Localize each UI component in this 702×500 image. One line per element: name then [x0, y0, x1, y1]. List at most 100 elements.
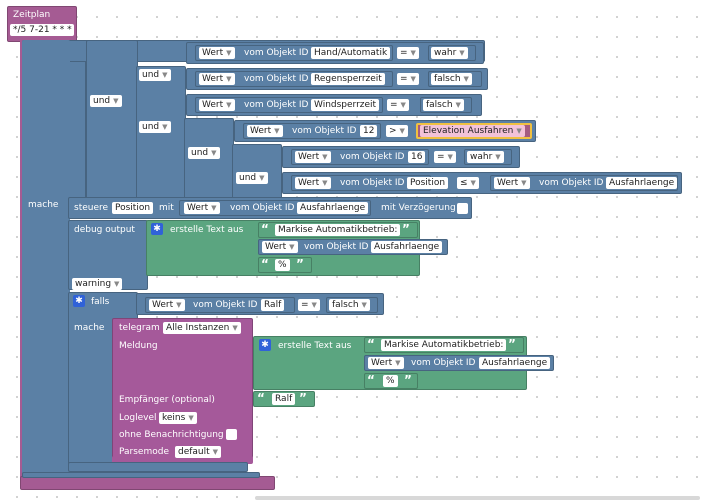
value-prop-dropdown[interactable]: Wert ▼ — [199, 47, 235, 59]
quote-close-icon: ” — [296, 257, 304, 271]
silent-checkbox[interactable] — [226, 429, 237, 440]
object-id-field[interactable]: 12 — [360, 125, 378, 137]
value-prop-dropdown[interactable]: Wert ▼ — [199, 73, 235, 85]
object-id-label: vom Objekt ID — [244, 100, 309, 110]
schedule-footer — [20, 476, 275, 490]
control-mit-label: mit — [159, 203, 174, 213]
and-block-outer[interactable] — [86, 40, 138, 200]
loglevel-dropdown[interactable]: keins ▼ — [159, 412, 197, 424]
object-id-label: vom Objekt ID — [230, 203, 295, 213]
silent-label: ohne Benachrichtigung — [119, 430, 224, 440]
object-id-field[interactable]: Hand/Automatik — [311, 47, 391, 59]
logic-value-dropdown[interactable]: falsch ▼ — [423, 99, 464, 111]
compare-operator[interactable]: > ▼ — [386, 125, 408, 137]
parsemode-dropdown[interactable]: default ▼ — [175, 446, 222, 458]
object-id-field[interactable]: Ausfahrlaenge — [606, 177, 678, 189]
compare-operator[interactable]: = ▼ — [298, 299, 320, 311]
text-literal-field[interactable]: Markise Automatikbetrieb: — [275, 224, 401, 236]
value-prop-dropdown[interactable]: Wert ▼ — [295, 177, 331, 189]
parsemode-label: Parsemode — [119, 447, 169, 457]
quote-open-icon: “ — [261, 257, 269, 271]
cron-field[interactable]: */5 7-21 * * * — [10, 24, 74, 36]
if2-mache-label: mache — [74, 323, 105, 333]
compare-operator[interactable]: = ▼ — [397, 73, 419, 85]
compare-operator[interactable]: ≤ ▼ — [457, 177, 479, 189]
recipient-label: Empfänger (optional) — [119, 395, 215, 405]
quote-open-icon: “ — [261, 222, 269, 236]
logic-value-dropdown[interactable]: falsch ▼ — [431, 73, 472, 85]
object-id-field[interactable]: 16 — [408, 151, 426, 163]
telegram-label: telegram — [119, 323, 160, 333]
if-block-1-footer — [22, 472, 260, 478]
object-id-label: vom Objekt ID — [304, 242, 369, 252]
text-literal-field[interactable]: % — [275, 259, 290, 271]
object-id-label: vom Objekt ID — [539, 178, 604, 188]
object-id-field[interactable]: Position — [407, 177, 449, 189]
variable-dropdown[interactable]: Elevation Ausfahren ▼ — [420, 125, 525, 137]
quote-open-icon: “ — [367, 337, 375, 351]
loglevel-label: Loglevel — [119, 413, 157, 423]
quote-close-icon: ” — [404, 373, 412, 387]
horizontal-scrollbar[interactable] — [255, 496, 700, 500]
object-id-label: vom Objekt ID — [411, 358, 476, 368]
debug-label: debug output — [74, 225, 135, 235]
logic-value-dropdown[interactable]: wahr ▼ — [467, 151, 504, 163]
delay-label: mit Verzögerung — [381, 203, 456, 213]
gear-icon[interactable]: ✱ — [151, 223, 163, 235]
gear-icon[interactable]: ✱ — [73, 295, 85, 307]
telegram-message-label: Meldung — [119, 341, 158, 351]
and-dropdown-2[interactable]: und ▼ — [139, 69, 171, 81]
value-prop-dropdown[interactable]: Wert ▼ — [247, 125, 283, 137]
control-steuere-label: steuere — [74, 203, 109, 213]
compare-operator[interactable]: = ▼ — [434, 151, 456, 163]
telegram-foot — [112, 456, 253, 464]
create-text-label: erstelle Text aus — [170, 225, 244, 235]
and-dropdown-4[interactable]: und ▼ — [188, 147, 220, 159]
text-literal-field[interactable]: % — [383, 375, 398, 387]
recipient-field[interactable]: Ralf — [272, 393, 296, 405]
value-prop-dropdown[interactable]: Wert ▼ — [262, 241, 298, 253]
schedule-label: Zeitplan — [13, 10, 51, 20]
and-block-4[interactable] — [184, 118, 234, 200]
if2-falls-label: falls — [91, 297, 110, 307]
value-prop-dropdown[interactable]: Wert ▼ — [494, 177, 530, 189]
create-text-label: erstelle Text aus — [278, 341, 352, 351]
object-id-label: vom Objekt ID — [340, 178, 405, 188]
object-id-field[interactable]: Windsperrzeit — [311, 99, 380, 111]
quote-open-icon: “ — [257, 391, 265, 405]
and-dropdown-outer[interactable]: und ▼ — [90, 95, 122, 107]
debug-level-dropdown[interactable]: warning ▼ — [72, 278, 123, 290]
if-block-2-footer — [68, 462, 248, 472]
logic-value-dropdown[interactable]: wahr ▼ — [431, 47, 468, 59]
and-dropdown-3[interactable]: und ▼ — [139, 121, 171, 133]
object-id-label: vom Objekt ID — [244, 74, 309, 84]
object-id-field[interactable]: Ausfahrlaenge — [371, 241, 443, 253]
gear-icon[interactable]: ✱ — [259, 339, 271, 351]
logic-value-dropdown[interactable]: falsch ▼ — [329, 299, 370, 311]
value-prop-dropdown[interactable]: Wert ▼ — [184, 202, 220, 214]
compare-operator[interactable]: = ▼ — [397, 47, 419, 59]
compare-operator[interactable]: = ▼ — [387, 99, 409, 111]
if-mache-label: mache — [28, 200, 59, 210]
object-id-label: vom Objekt ID — [340, 152, 405, 162]
control-target-field[interactable]: Position — [112, 202, 154, 214]
quote-close-icon: ” — [508, 337, 516, 351]
value-prop-dropdown[interactable]: Wert ▼ — [368, 357, 404, 369]
object-id-field[interactable]: Regensperrzeit — [311, 73, 385, 85]
object-id-label: vom Objekt ID — [292, 126, 357, 136]
quote-close-icon: ” — [299, 391, 307, 405]
text-literal-field[interactable]: Markise Automatikbetrieb: — [381, 339, 507, 351]
quote-open-icon: “ — [367, 373, 375, 387]
quote-close-icon: ” — [402, 222, 410, 236]
object-id-field[interactable]: Ralf — [261, 299, 285, 311]
and-dropdown-5[interactable]: und ▼ — [236, 172, 268, 184]
telegram-instance-dropdown[interactable]: Alle Instanzen ▼ — [163, 322, 241, 334]
value-prop-dropdown[interactable]: Wert ▼ — [199, 99, 235, 111]
and-block-2[interactable] — [136, 66, 186, 200]
delay-checkbox[interactable] — [457, 203, 468, 214]
value-prop-dropdown[interactable]: Wert ▼ — [149, 299, 185, 311]
value-prop-dropdown[interactable]: Wert ▼ — [295, 151, 331, 163]
object-id-label: vom Objekt ID — [244, 48, 309, 58]
object-id-field[interactable]: Ausfahrlaenge — [297, 202, 369, 214]
object-id-field[interactable]: Ausfahrlaenge — [479, 357, 551, 369]
